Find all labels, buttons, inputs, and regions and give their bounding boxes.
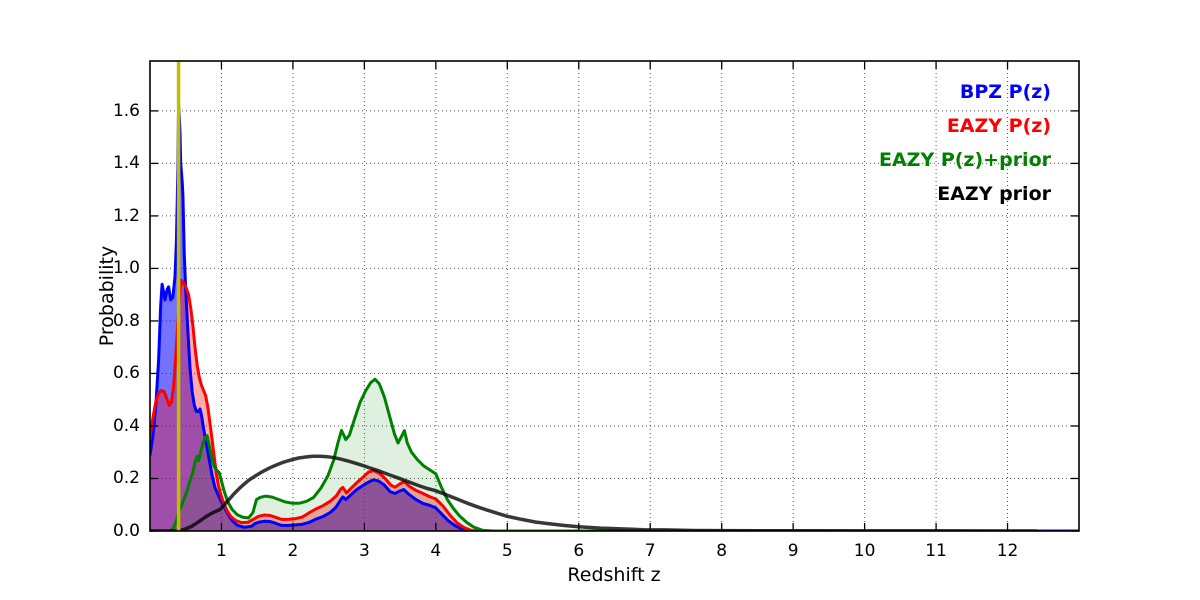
x-tick-label: 11	[925, 541, 947, 561]
plot-frame	[149, 60, 1080, 532]
y-tick-label: 1.4	[112, 153, 140, 174]
y-tick-label: 0.8	[112, 310, 140, 331]
y-tick-label: 0.2	[112, 468, 140, 489]
y-tick-label: 1.6	[112, 100, 140, 121]
x-tick-label: 10	[853, 541, 876, 561]
series-eazy-p-z-line	[150, 278, 482, 531]
series-eazy-p-z-prior-line	[150, 377, 1038, 531]
x-tick-label: 7	[644, 541, 656, 561]
legend-entry-eazy-pz-prior: EAZY P(z)+prior	[878, 149, 1051, 171]
x-tick-label: 1	[216, 541, 227, 561]
legend: BPZ P(z) EAZY P(z) EAZY P(z)+prior EAZY …	[879, 75, 1051, 211]
y-tick-label: 0.6	[112, 363, 140, 384]
x-tick-label: 12	[996, 541, 1019, 561]
series-eazy-p-z-prior-fill	[150, 379, 1037, 531]
legend-entry-eazy-pz: EAZY P(z)	[946, 115, 1051, 137]
y-tick-label: 1.0	[112, 258, 140, 279]
x-tick-label: 9	[787, 541, 799, 561]
y-tick-label: 0.0	[112, 521, 140, 541]
y-tick-label: 1.2	[112, 205, 140, 226]
y-tick-label: 0.4	[112, 415, 140, 436]
x-tick-label: 6	[573, 541, 585, 561]
x-axis-label: Redshift z	[567, 564, 661, 586]
x-tick-label: 2	[287, 541, 299, 561]
x-tick-label: 5	[501, 541, 513, 561]
legend-entry-eazy-prior: EAZY prior	[937, 183, 1051, 205]
x-tick-label: 4	[430, 541, 442, 561]
legend-entry-bpz-pz: BPZ P(z)	[959, 81, 1051, 103]
x-tick-label: 3	[358, 541, 370, 561]
x-tick-label: 8	[716, 541, 728, 561]
series-eazy-prior-line	[150, 454, 1038, 531]
